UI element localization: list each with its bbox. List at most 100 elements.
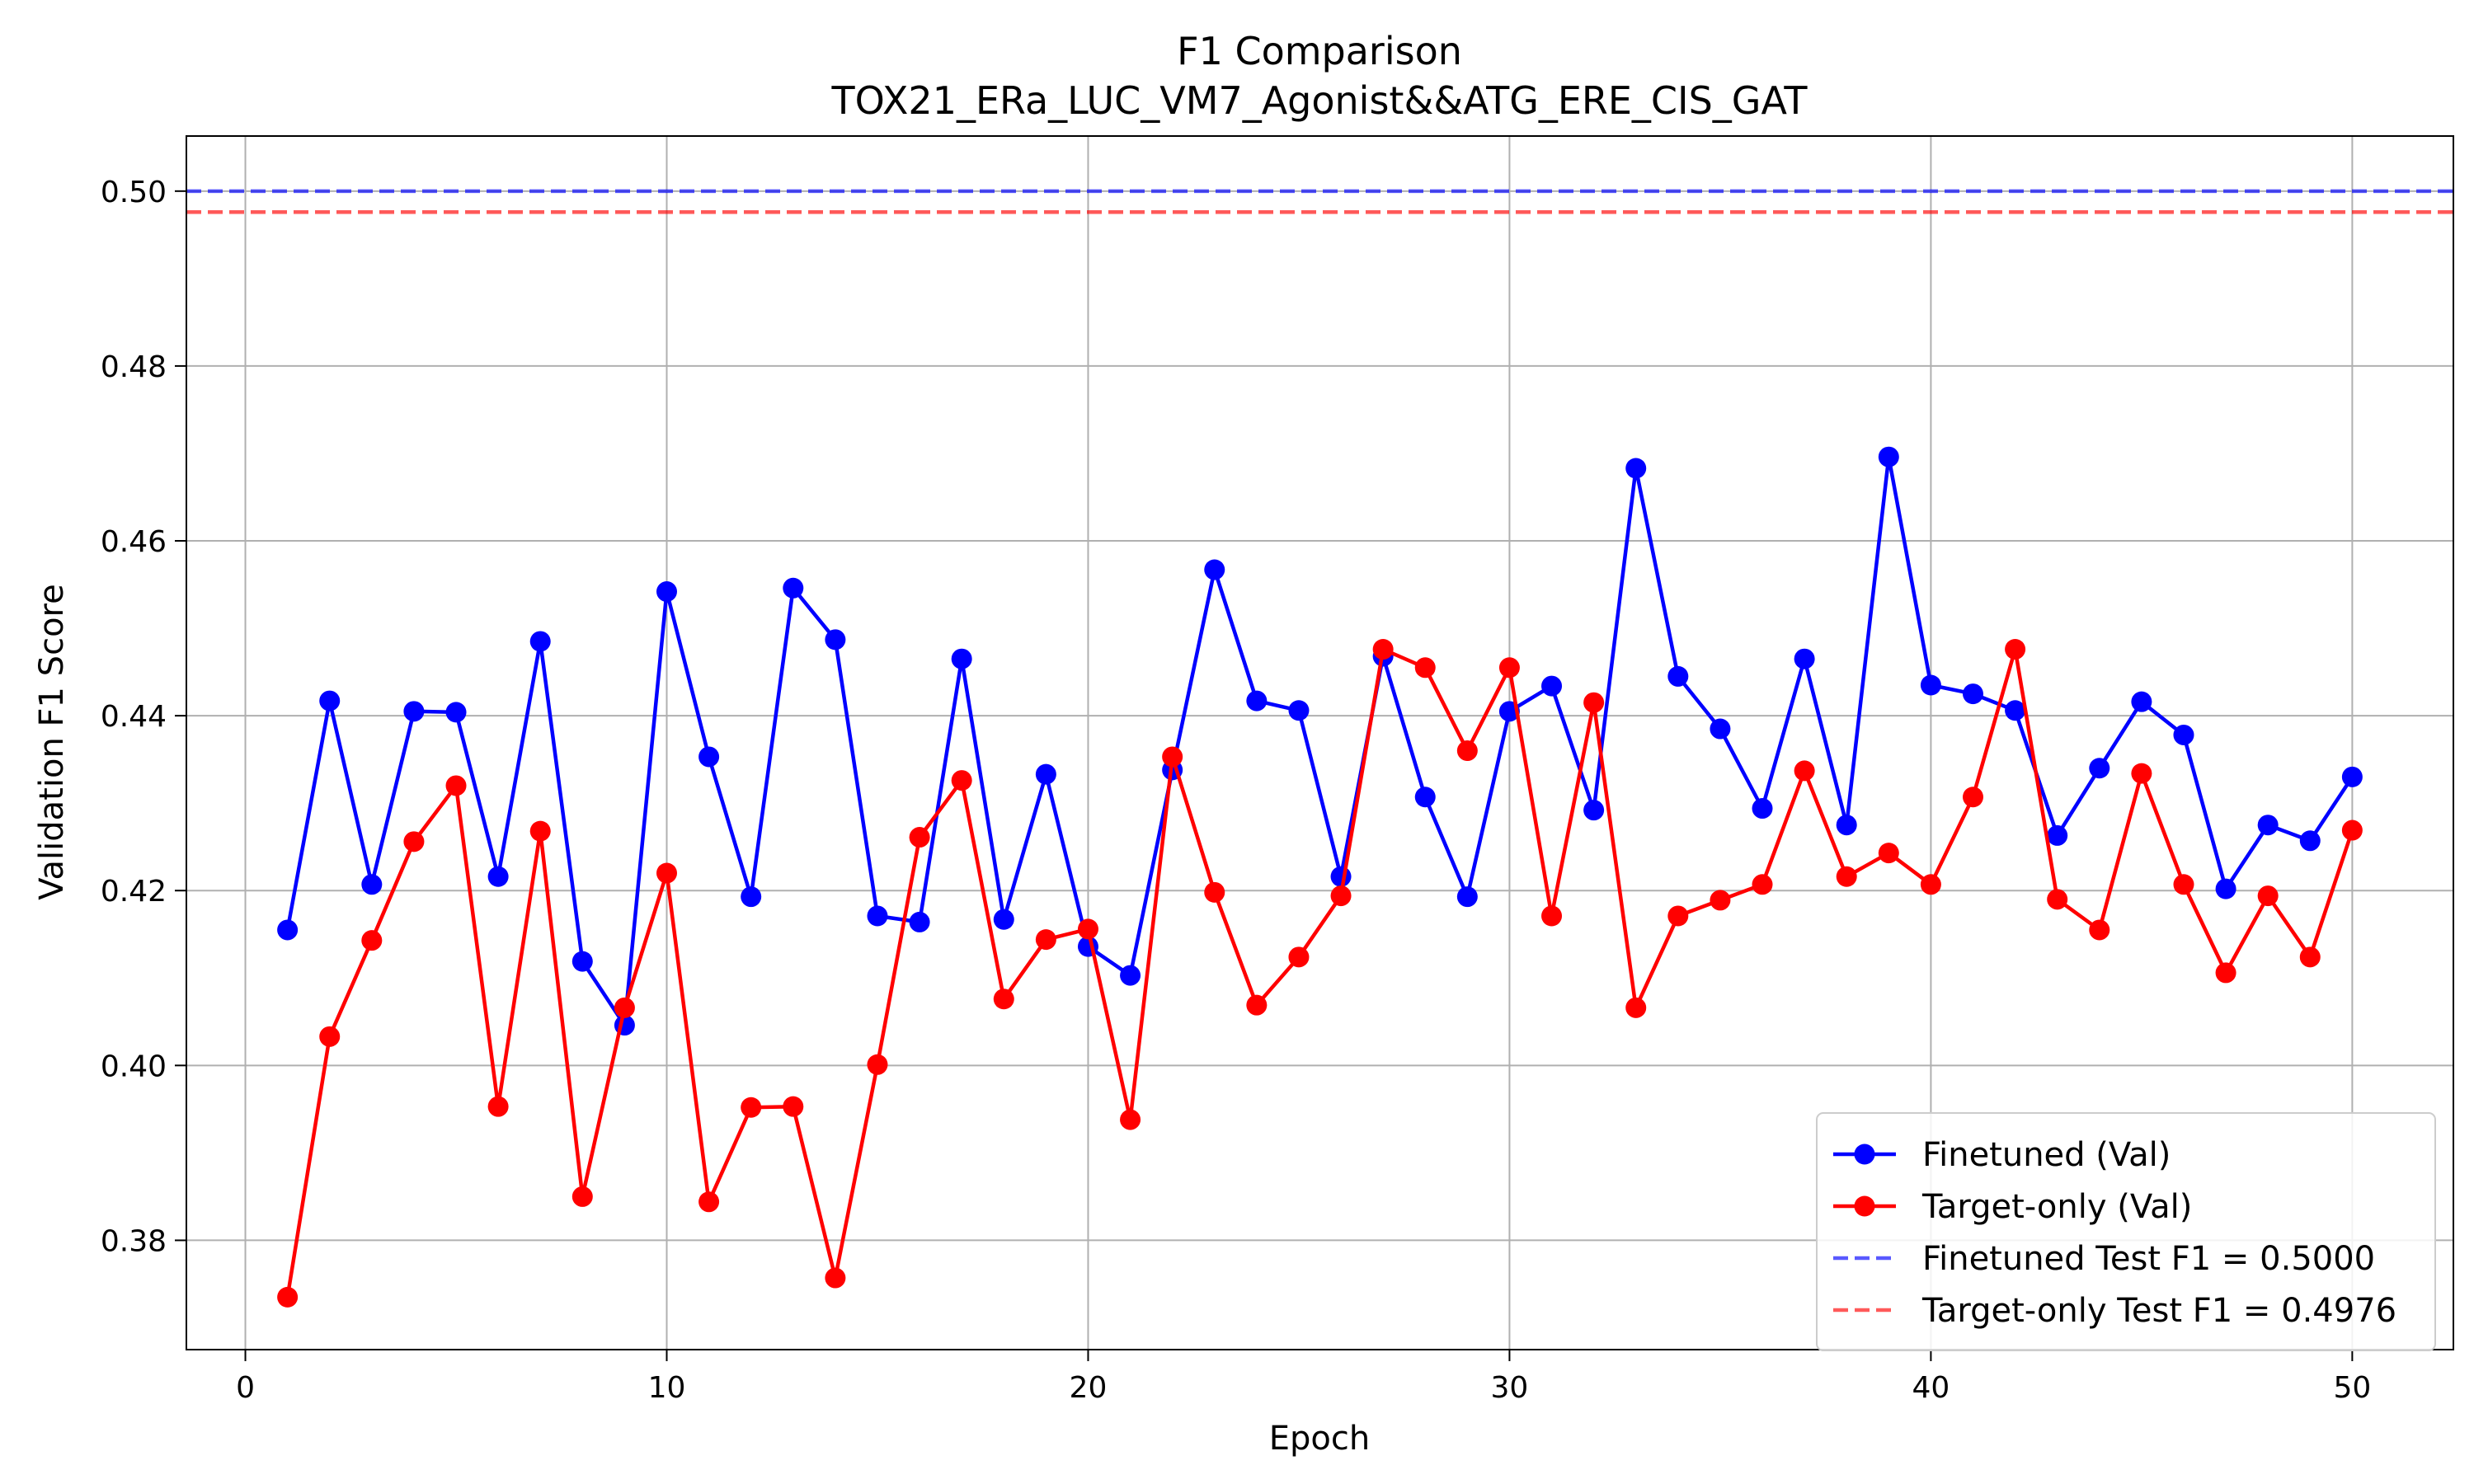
reference-lines: [186, 189, 2453, 214]
data-point: [1920, 674, 1941, 696]
data-point: [2341, 819, 2363, 841]
data-point: [1625, 997, 1647, 1018]
data-point: [951, 770, 972, 791]
data-point: [1077, 918, 1098, 940]
y-tick-label: 0.42: [101, 875, 167, 909]
data-point: [2173, 874, 2194, 895]
data-point: [571, 1186, 593, 1207]
data-point: [867, 1054, 888, 1075]
plot-frame: [186, 135, 2454, 1350]
plot-area: [186, 135, 2454, 1350]
data-point: [1794, 648, 1815, 669]
data-point: [529, 820, 551, 842]
data-point: [1962, 683, 1983, 705]
data-point: [1035, 763, 1056, 785]
data-point: [1204, 881, 1225, 903]
data-point: [403, 701, 425, 722]
data-point: [1414, 787, 1436, 808]
data-point: [1920, 874, 1941, 895]
data-point: [1414, 657, 1436, 679]
data-point: [1120, 1109, 1141, 1130]
legend-marker-swatch: [1854, 1144, 1875, 1165]
data-point: [2005, 700, 2026, 721]
data-point: [825, 629, 846, 650]
data-point: [2215, 962, 2236, 984]
legend-entries: Finetuned (Val) Target-only (Val) Finetune…: [1833, 1136, 2396, 1330]
data-point: [1752, 874, 1773, 895]
y-axis-ticks: 0.38 0.40 0.42 0.44 0.46 0.48 0.50: [101, 176, 186, 1258]
data-point: [445, 702, 467, 723]
data-point: [2257, 815, 2279, 836]
x-tick-label: 30: [1491, 1371, 1529, 1405]
x-tick-label: 40: [1912, 1371, 1950, 1405]
data-point: [1710, 890, 1731, 911]
legend-marker-swatch: [1854, 1195, 1875, 1217]
data-point: [909, 827, 930, 848]
data-point: [361, 874, 383, 895]
y-tick-label: 0.48: [101, 350, 167, 384]
data-point: [487, 1096, 509, 1117]
data-point: [1710, 718, 1731, 740]
data-point: [1246, 690, 1268, 711]
data-point: [2131, 691, 2152, 712]
data-point: [2089, 758, 2110, 779]
data-point: [1288, 700, 1310, 721]
data-point: [614, 997, 635, 1018]
data-point: [1288, 946, 1310, 968]
data-point: [1625, 458, 1647, 479]
data-point: [951, 648, 972, 669]
data-point: [1667, 905, 1689, 927]
data-point: [487, 866, 509, 887]
data-point: [783, 1096, 804, 1117]
y-axis-label: Validation F1 Score: [33, 584, 71, 899]
x-tick-label: 0: [236, 1371, 255, 1405]
data-point: [698, 746, 720, 768]
legend-label: Finetuned (Val): [1922, 1136, 2171, 1174]
legend-entry: Target-only Test F1 = 0.4976: [1833, 1292, 2396, 1330]
data-point: [1372, 639, 1394, 660]
y-tick-label: 0.50: [101, 176, 167, 209]
data-point: [1456, 886, 1478, 908]
x-axis-label: Epoch: [1269, 1420, 1370, 1458]
y-tick-label: 0.44: [101, 700, 167, 734]
data-point: [1836, 866, 1857, 887]
data-point: [2047, 824, 2068, 846]
data-point: [1456, 740, 1478, 762]
data-point: [361, 930, 383, 951]
data-point: [1330, 866, 1352, 887]
data-point: [1541, 905, 1563, 927]
series-line: [285, 647, 2354, 1298]
data-point: [993, 989, 1014, 1010]
data-point: [1204, 559, 1225, 580]
data-point: [993, 909, 1014, 930]
data-point: [825, 1267, 846, 1289]
data-point: [529, 631, 551, 652]
data-point: [1667, 665, 1689, 687]
data-point: [1836, 815, 1857, 836]
chart-title: F1 Comparison: [1177, 29, 1462, 73]
data-point: [2047, 889, 2068, 910]
data-point: [2215, 878, 2236, 899]
y-tick-label: 0.46: [101, 525, 167, 559]
data-point: [2005, 639, 2026, 660]
legend-box: [1816, 1112, 2436, 1351]
data-point: [319, 1026, 341, 1047]
data-point: [783, 577, 804, 599]
data-point: [2299, 946, 2321, 968]
data-point: [277, 919, 299, 941]
data-point: [656, 862, 678, 884]
legend-entry: Target-only (Val): [1833, 1188, 2192, 1226]
legend-entry: Finetuned Test F1 = 0.5000: [1833, 1240, 2375, 1278]
data-point: [319, 690, 341, 711]
x-tick-label: 20: [1070, 1371, 1108, 1405]
data-point: [698, 1191, 720, 1213]
data-point: [445, 775, 467, 796]
x-axis-ticks: 0 10 20 30 40 50: [236, 1350, 2371, 1405]
data-point: [1878, 843, 1899, 864]
data-point: [909, 911, 930, 932]
y-tick-label: 0.40: [101, 1050, 167, 1083]
x-tick-label: 50: [2333, 1371, 2371, 1405]
chart-subtitle: TOX21_ERa_LUC_VM7_Agonist&&ATG_ERE_CIS_G…: [831, 78, 1808, 123]
data-point: [1962, 787, 1983, 808]
data-point: [2089, 919, 2110, 941]
